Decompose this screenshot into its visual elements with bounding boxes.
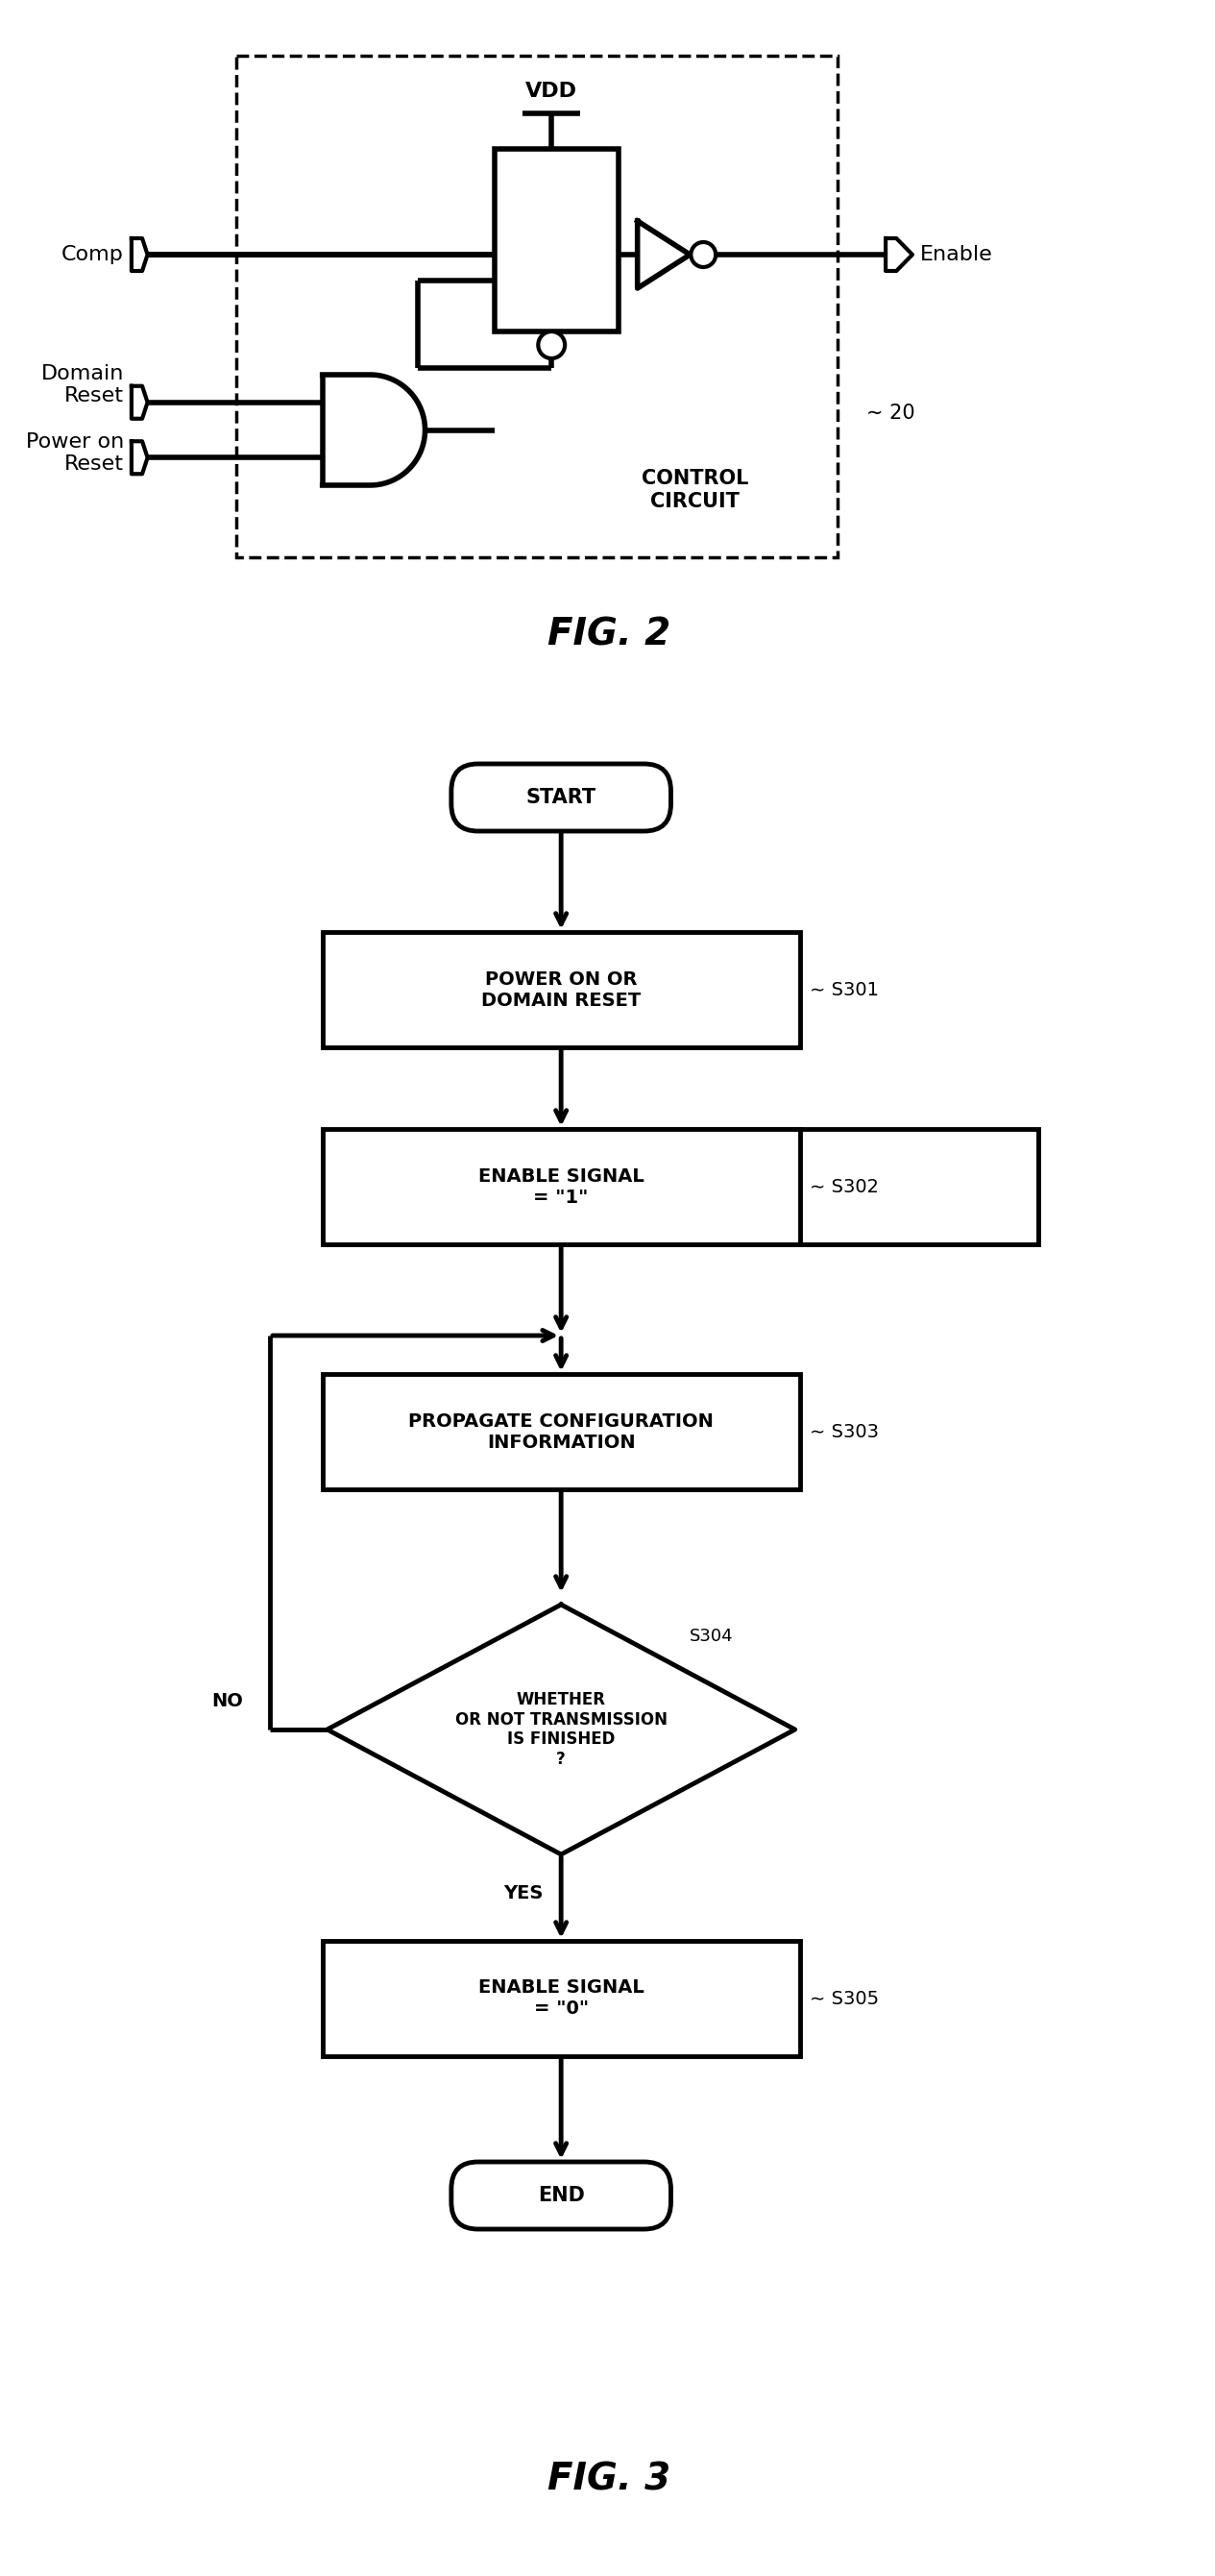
Text: ∼ S305: ∼ S305: [809, 1989, 878, 2007]
Text: POWER ON OR
DOMAIN RESET: POWER ON OR DOMAIN RESET: [481, 971, 642, 1010]
Text: PROPAGATE CONFIGURATION
INFORMATION: PROPAGATE CONFIGURATION INFORMATION: [408, 1412, 713, 1450]
FancyBboxPatch shape: [451, 765, 671, 832]
Text: ∼ S302: ∼ S302: [809, 1177, 878, 1195]
Text: END: END: [537, 2187, 584, 2205]
Bar: [322, 1940, 799, 2056]
Text: Domain
Reset: Domain Reset: [41, 363, 124, 407]
Polygon shape: [131, 440, 147, 474]
Polygon shape: [638, 222, 690, 289]
Text: CONTROL
CIRCUIT: CONTROL CIRCUIT: [642, 469, 748, 510]
Polygon shape: [327, 1605, 795, 1855]
Text: ∼ S301: ∼ S301: [809, 981, 878, 999]
Text: START: START: [526, 788, 597, 806]
Polygon shape: [131, 240, 147, 270]
Text: ENABLE SIGNAL
= "0": ENABLE SIGNAL = "0": [479, 1978, 644, 2017]
Text: S304: S304: [690, 1628, 734, 1643]
Text: ∼ S303: ∼ S303: [809, 1422, 878, 1440]
Bar: [322, 933, 799, 1048]
Circle shape: [691, 242, 716, 268]
Text: ∼ 20: ∼ 20: [866, 404, 915, 422]
Bar: [322, 1373, 799, 1489]
Polygon shape: [131, 386, 147, 420]
Text: FIG. 2: FIG. 2: [547, 616, 671, 652]
Text: YES: YES: [503, 1883, 543, 1901]
Text: ENABLE SIGNAL
= "1": ENABLE SIGNAL = "1": [479, 1167, 644, 1206]
Bar: [561, 1128, 1039, 1244]
Bar: [322, 1128, 799, 1244]
Bar: [495, 149, 618, 332]
Text: WHETHER
OR NOT TRANSMISSION
IS FINISHED
?: WHETHER OR NOT TRANSMISSION IS FINISHED …: [454, 1690, 667, 1767]
Text: Enable: Enable: [920, 245, 993, 265]
Bar: [237, 57, 838, 556]
Text: NO: NO: [211, 1692, 243, 1710]
Text: Power on
Reset: Power on Reset: [26, 433, 124, 474]
Polygon shape: [322, 374, 425, 484]
Circle shape: [538, 332, 565, 358]
Text: FIG. 3: FIG. 3: [547, 2460, 671, 2496]
FancyBboxPatch shape: [451, 2161, 671, 2228]
Polygon shape: [886, 240, 912, 270]
Text: VDD: VDD: [526, 82, 577, 100]
Text: Comp: Comp: [62, 245, 124, 265]
